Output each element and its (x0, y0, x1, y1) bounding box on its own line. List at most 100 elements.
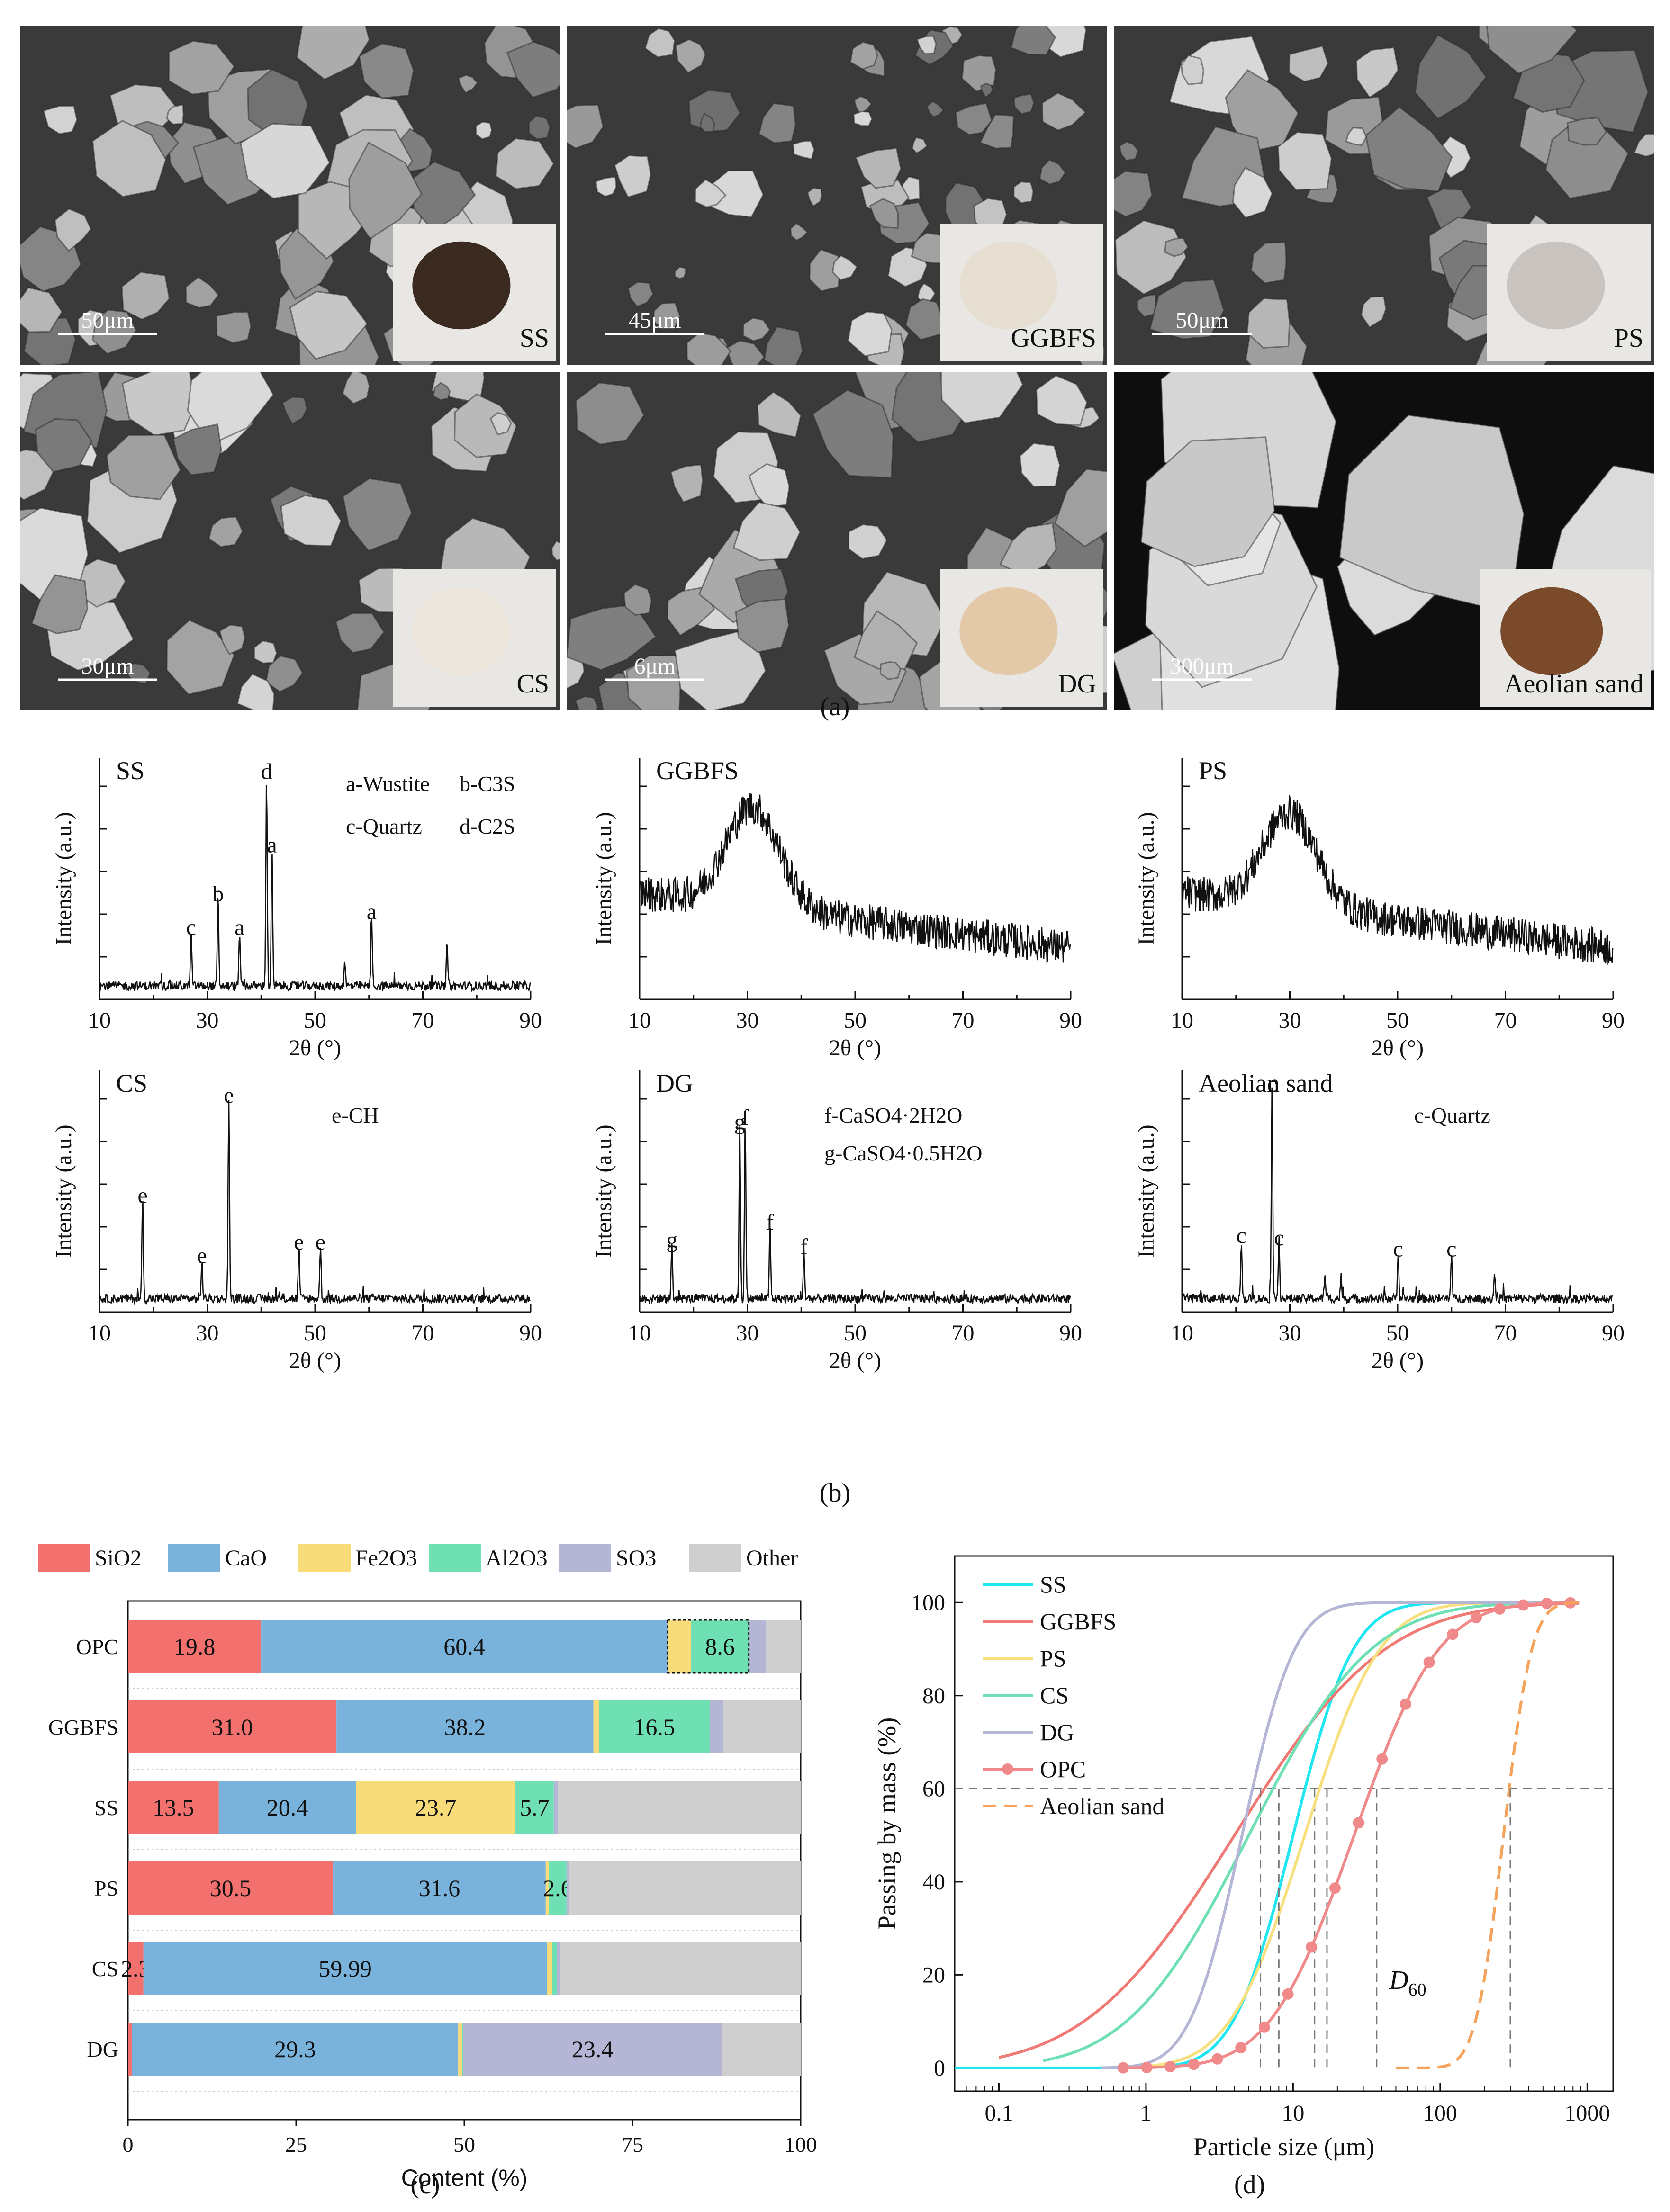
panel-label-c: (c) (410, 2170, 440, 2199)
x-axis-label: 2θ (°) (1372, 1035, 1424, 1061)
xrd-trace (1181, 1087, 1613, 1305)
sem-particle (699, 113, 715, 133)
sem-particle (1137, 293, 1157, 318)
sem-particle (1041, 92, 1087, 131)
bar-segment (691, 1620, 749, 1673)
peak-label: b (212, 881, 224, 907)
x-tick-label: 0.1 (984, 2101, 1013, 2126)
x-tick-label: 70 (952, 1008, 975, 1033)
sem-particle (980, 82, 994, 99)
bar-segment (560, 1942, 801, 1995)
psd-chart: 0 20 40 60 80 100 0.1 1 10 100 1000 Particle size (… (873, 1555, 1614, 2161)
sem-particle (1149, 279, 1225, 340)
sem-particle (1035, 375, 1088, 426)
sem-image-aeolian-sand: 300μm Aeolian sand (1114, 372, 1654, 710)
psd-series-ss (955, 1601, 1579, 2069)
y-tick-label: 0 (934, 2056, 945, 2081)
sem-particle (916, 35, 937, 54)
sem-particle (725, 340, 765, 365)
x-tick-label: 50 (844, 1008, 867, 1033)
scale-bar-label: 45μm (628, 308, 681, 333)
bar-segment (569, 1861, 801, 1915)
psd-marker (1470, 1612, 1482, 1624)
peak-label: e (316, 1230, 325, 1255)
y-axis-label: Passing by mass (%) (873, 1717, 901, 1930)
legend-label: DG (1040, 1719, 1074, 1745)
x-tick-label: 30 (196, 1321, 219, 1346)
plot-frame (954, 1555, 1614, 2092)
x-tick-label: 10 (88, 1008, 111, 1033)
xrd-trace (99, 784, 531, 993)
peak-label: e (294, 1230, 304, 1255)
y-axis-label: Intensity (a.u.) (1134, 812, 1159, 945)
sem-particle (168, 40, 235, 95)
peak-label: a (267, 833, 277, 858)
sem-particle (847, 311, 893, 357)
sem-particle (758, 102, 797, 144)
bar-segment (143, 1942, 547, 1995)
sem-particle (869, 198, 899, 229)
sem-particle (551, 540, 560, 562)
phase-legend: c-Quartz (1414, 1103, 1490, 1127)
x-tick-label: 10 (628, 1008, 651, 1033)
x-tick-label: 70 (412, 1008, 434, 1033)
sem-particle (912, 136, 928, 154)
category-label: SS (94, 1796, 118, 1820)
sem-particle (121, 372, 197, 436)
sem-image-ss: 50μm SS (20, 26, 560, 365)
sem-particle (342, 372, 370, 405)
bar-segment (132, 2023, 459, 2076)
y-axis-label: Intensity (a.u.) (51, 1124, 76, 1258)
bar-segment (749, 1620, 766, 1673)
legend-swatch (38, 1544, 90, 1572)
sem-particle (1250, 241, 1287, 284)
y-tick-label: 20 (922, 1962, 945, 1987)
sem-particle (955, 102, 993, 135)
xrd-sample-name: GGBFS (656, 756, 739, 785)
sem-particle (1164, 237, 1189, 257)
psd-curve (1101, 1601, 1579, 2069)
psd-marker (1211, 2053, 1223, 2065)
sem-particle (457, 74, 478, 94)
bar-segment (356, 1781, 515, 1834)
x-axis-label: 2θ (°) (289, 1035, 341, 1061)
sem-particle (806, 187, 823, 207)
x-axis-label: 2θ (°) (829, 1348, 881, 1373)
xrd-trace (1181, 795, 1614, 965)
data-label: 20.4 (267, 1794, 308, 1821)
sem-particle (686, 332, 732, 365)
powder-sample (1500, 587, 1603, 675)
sem-particle (1010, 26, 1056, 56)
xrd-trace (99, 1100, 531, 1305)
legend-label: Aeolian sand (1040, 1793, 1164, 1819)
category-label: DG (87, 2037, 118, 2061)
sem-particle (667, 586, 715, 637)
x-tick-label: 1000 (1564, 2101, 1610, 2126)
bar-segment (462, 2023, 463, 2076)
peak-label: c (1267, 1072, 1277, 1097)
peak-label: c (1393, 1236, 1403, 1261)
x-tick-label: 70 (412, 1321, 434, 1346)
bar-segment (261, 1620, 668, 1673)
data-label: 30.5 (210, 1875, 252, 1901)
x-tick-label: 90 (1059, 1008, 1082, 1033)
sem-particle (454, 393, 517, 459)
legend-label: PS (1040, 1645, 1066, 1672)
bar-segment (547, 1942, 552, 1995)
sample-name: Aeolian sand (1504, 669, 1643, 699)
x-tick-label: 75 (622, 2132, 643, 2157)
sem-particle (848, 523, 888, 560)
sem-particle (653, 302, 681, 330)
x-tick-label: 10 (1282, 2101, 1304, 2126)
sem-particle (342, 477, 413, 552)
peak-label: g (734, 1109, 746, 1134)
psd-marker (1353, 1817, 1364, 1829)
sem-particle (489, 412, 512, 436)
sem-particle (670, 464, 704, 503)
sem-particle (879, 661, 902, 680)
sem-particle (30, 574, 89, 635)
sem-particle (999, 522, 1057, 577)
legend-swatch (168, 1544, 220, 1572)
x-tick-label: 50 (1386, 1008, 1409, 1033)
peak-label: c (1446, 1236, 1456, 1261)
